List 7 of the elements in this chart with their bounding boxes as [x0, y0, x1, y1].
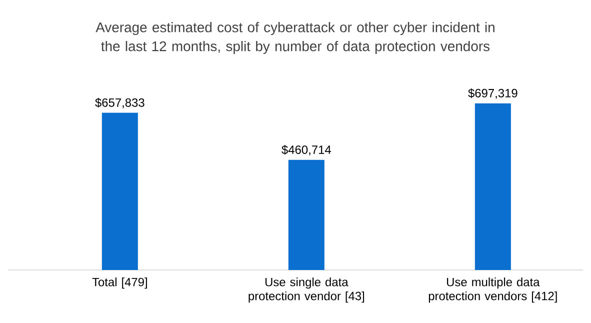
data-label: $657,833 [95, 98, 144, 108]
x-tick-label: Total [479] [92, 278, 147, 289]
chart-title: Average estimated cost of cyberattack or other cyber incident in the last 12 months, split by number of data protection vendors [96, 22, 494, 54]
x-tick-label: Use multiple data protection vendors [412] [428, 278, 557, 303]
data-label: $697,319 [468, 88, 518, 99]
data-label: $460,714 [282, 144, 331, 156]
x-tick-label: Use single data protection vendor [43] [248, 278, 364, 303]
